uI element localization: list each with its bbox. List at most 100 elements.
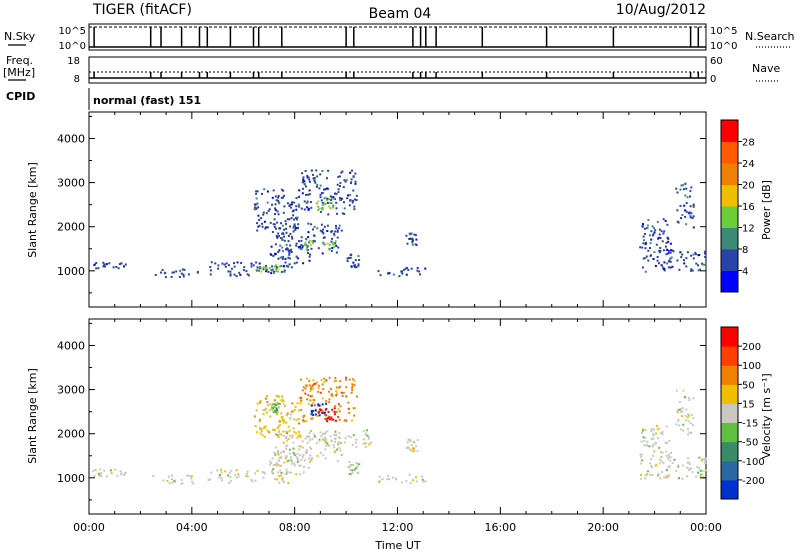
- echo-cell: [300, 459, 303, 461]
- echo-cell: [283, 235, 285, 238]
- echo-cell: [685, 257, 688, 260]
- echo-cell: [351, 389, 354, 392]
- echo-cell: [662, 232, 665, 235]
- echo-cell: [300, 247, 303, 250]
- colorbar-swatch: [721, 141, 738, 164]
- echo-cell: [293, 223, 296, 226]
- echo-cell: [321, 230, 324, 233]
- echo-cell: [303, 466, 305, 468]
- echo-cell: [322, 439, 325, 442]
- echo-cell: [154, 274, 157, 276]
- echo-cell: [690, 269, 692, 272]
- echo-cell: [260, 429, 263, 432]
- echo-cell: [378, 480, 381, 483]
- echo-cell: [683, 396, 686, 398]
- echo-cell: [661, 470, 663, 473]
- echo-cell: [309, 446, 312, 449]
- echo-cell: [664, 220, 667, 222]
- echo-cell: [680, 408, 683, 411]
- echo-cell: [288, 452, 291, 455]
- echo-cell: [182, 273, 185, 276]
- echo-cell: [333, 234, 336, 237]
- echo-cell: [266, 190, 269, 193]
- echo-cell: [312, 379, 315, 382]
- colorbar-tick-label: 15: [742, 399, 755, 410]
- echo-cell: [259, 427, 262, 429]
- echo-cell: [689, 422, 692, 425]
- echo-cell: [172, 271, 175, 274]
- echo-cell: [294, 216, 297, 219]
- echo-cell: [337, 175, 340, 178]
- echo-cell: [300, 236, 303, 239]
- echo-cell: [319, 184, 322, 187]
- echo-cell: [309, 240, 312, 243]
- echo-cell: [338, 175, 341, 178]
- echo-cell: [310, 430, 313, 432]
- colorbar-swatch: [721, 422, 738, 443]
- echo-cell: [292, 230, 295, 233]
- echo-cell: [347, 407, 350, 410]
- echo-cell: [344, 437, 347, 440]
- echo-cell: [253, 208, 256, 211]
- echo-cell: [312, 239, 315, 242]
- echo-cell: [305, 452, 308, 455]
- echo-cell: [266, 401, 269, 404]
- echo-cell: [233, 265, 236, 268]
- echo-cell: [275, 268, 278, 271]
- echo-cell: [295, 418, 298, 421]
- echo-cell: [280, 270, 283, 273]
- echo-cell: [330, 202, 333, 205]
- echo-cell: [669, 456, 672, 459]
- echo-cell: [421, 475, 424, 478]
- echo-cell: [335, 192, 338, 195]
- echo-cell: [306, 435, 308, 438]
- x-tick-label: 12:00: [382, 521, 414, 534]
- echo-cell: [268, 208, 271, 211]
- echo-cell: [284, 472, 287, 475]
- echo-cell: [297, 458, 300, 461]
- echo-cell: [298, 245, 301, 248]
- echo-cell: [302, 386, 305, 389]
- echo-cell: [669, 251, 672, 254]
- echo-cell: [275, 407, 278, 410]
- echo-cell: [295, 261, 298, 264]
- echo-cell: [653, 450, 656, 453]
- echo-cell: [652, 454, 655, 457]
- echo-cell: [273, 405, 276, 408]
- echo-cell: [657, 238, 659, 240]
- echo-cell: [269, 253, 272, 256]
- echo-cell: [350, 391, 353, 394]
- echo-cell: [676, 209, 679, 212]
- colorbar-tick-label: -50: [742, 438, 758, 449]
- echo-cell: [306, 398, 308, 401]
- echo-cell: [650, 230, 653, 233]
- echo-cell: [692, 417, 695, 420]
- echo-cell: [271, 265, 274, 268]
- echo-cell: [310, 459, 313, 462]
- echo-cell: [405, 273, 408, 276]
- echo-cell: [228, 471, 231, 474]
- echo-cell: [280, 471, 283, 474]
- echo-cell: [687, 413, 690, 416]
- echo-cell: [328, 444, 331, 447]
- echo-cell: [327, 205, 330, 208]
- echo-cell: [354, 172, 357, 175]
- echo-cell: [309, 201, 312, 203]
- echo-cell: [690, 467, 693, 470]
- echo-cell: [298, 464, 301, 467]
- power-colorbar-label: Power [dB]: [760, 180, 773, 240]
- echo-cell: [263, 220, 266, 223]
- echo-cell: [99, 468, 102, 471]
- echo-cell: [319, 391, 322, 394]
- echo-cell: [266, 201, 269, 204]
- echo-cell: [265, 411, 268, 414]
- echo-cell: [164, 276, 167, 279]
- echo-cell: [270, 245, 273, 248]
- echo-cell: [353, 414, 356, 417]
- echo-cell: [343, 179, 346, 182]
- echo-cell: [250, 478, 253, 481]
- echo-cell: [312, 413, 315, 416]
- echo-cell: [336, 460, 339, 463]
- colorbar-swatch: [721, 184, 738, 207]
- echo-cell: [275, 446, 278, 449]
